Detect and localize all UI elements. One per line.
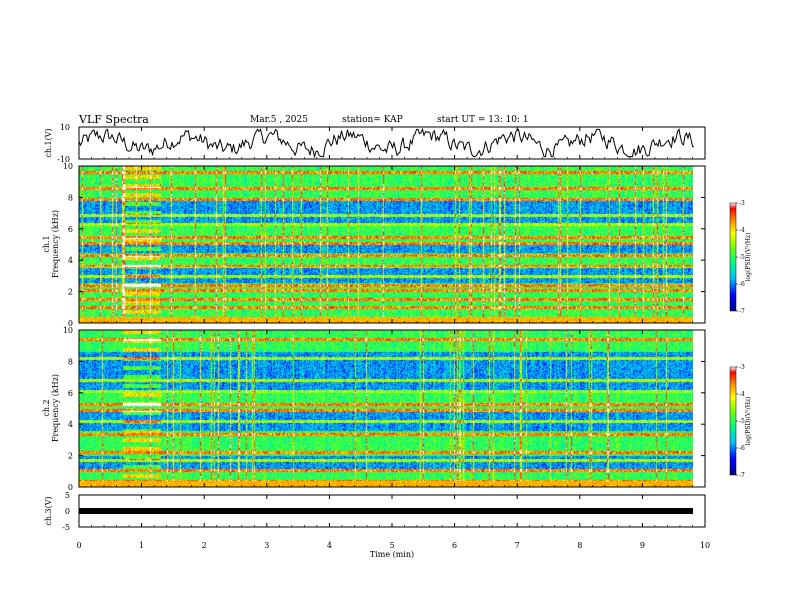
ch2-spec-ytick-8: 8 — [68, 357, 73, 366]
ch2-spec-ytick-0: 0 — [68, 483, 73, 492]
figure-title: VLF Spectra — [78, 113, 149, 126]
ch3-ytick-mid: 0 — [65, 507, 70, 516]
ch2-colorbar — [729, 366, 737, 476]
time-tick-8: 8 — [577, 541, 582, 550]
time-tick-4: 4 — [327, 541, 332, 550]
time-axis-label: Time (min) — [370, 550, 414, 559]
time-tick-1: 1 — [139, 541, 144, 550]
ch1-spec-ytick-8: 8 — [68, 193, 73, 202]
ch1-colorbar-label: log(PSD)(V²/Hz) — [745, 233, 752, 282]
ch1-spectrogram-ylabel-line2: Frequency (kHz) — [51, 210, 60, 278]
ch1-colorbar-tick--7: -7 — [739, 308, 745, 315]
ch1-spec-ytick-0: 0 — [68, 319, 73, 328]
ch1-colorbar — [729, 202, 737, 312]
ch2-colorbar-tick--6: -6 — [739, 445, 745, 452]
ch2-colorbar-label: log(PSD)(V²/Hz) — [745, 397, 752, 446]
ch1-spec-ytick-6: 6 — [68, 225, 73, 234]
ch3-waveform-ylabel: ch.3(V) — [44, 496, 53, 525]
ch1-waveform-ylabel: ch.1(V) — [44, 128, 53, 157]
time-tick-3: 3 — [264, 541, 269, 550]
ch2-spec-ytick-2: 2 — [68, 452, 73, 461]
time-tick-6: 6 — [452, 541, 457, 550]
ch1-spectrogram-ylabel-line1: ch.1 — [42, 235, 51, 252]
time-tick-10: 10 — [700, 541, 710, 550]
ch1-ytick-top: 10 — [60, 123, 70, 132]
ch3-waveform-line — [79, 508, 693, 514]
ch2-spec-ytick-6: 6 — [68, 389, 73, 398]
ch2-colorbar-tick--5: -5 — [739, 418, 745, 425]
ch1-colorbar-tick--6: -6 — [739, 281, 745, 288]
ch2-spectrogram-image — [79, 330, 693, 487]
ch1-colorbar-tick--5: -5 — [739, 254, 745, 261]
ch2-colorbar-tick--3: -3 — [739, 364, 745, 371]
time-tick-0: 0 — [76, 541, 81, 550]
ch2-colorbar-tick--7: -7 — [739, 472, 745, 479]
station-label: station= KAP — [342, 115, 403, 125]
ch2-spec-ytick-10: 10 — [63, 326, 73, 335]
ch1-waveform-line — [78, 127, 695, 159]
date-label: Mar.5 , 2025 — [250, 115, 308, 125]
ch1-waveform-panel: 10 -10 ch.1(V) — [44, 123, 706, 164]
ch1-spec-ytick-10: 10 — [63, 162, 73, 171]
ch2-spectrogram-ylabel-line1: ch.2 — [42, 399, 51, 416]
ch3-ytick-bottom: -5 — [62, 523, 70, 532]
time-tick-5: 5 — [389, 541, 394, 550]
time-tick-2: 2 — [202, 541, 207, 550]
ch1-spec-ytick-2: 2 — [68, 288, 73, 297]
ch3-waveform-panel: 5 0 -5 ch.3(V) — [44, 491, 706, 532]
time-axis: 0 1 2 3 4 5 6 7 8 9 10 — [76, 127, 710, 550]
ch1-waveform-frame — [78, 126, 706, 160]
ch1-spec-ytick-4: 4 — [68, 256, 73, 265]
time-tick-7: 7 — [515, 541, 520, 550]
ch2-spec-ytick-4: 4 — [68, 420, 73, 429]
time-tick-9: 9 — [640, 541, 645, 550]
ch1-ytick-bottom: -10 — [57, 155, 70, 164]
ch2-spectrogram-ylabel-line2: Frequency (kHz) — [51, 374, 60, 442]
ch2-colorbar-tick--4: -4 — [739, 391, 745, 398]
ch1-spectrogram-image — [79, 166, 693, 323]
ch1-colorbar-tick--3: -3 — [739, 200, 745, 207]
ch1-colorbar-tick--4: -4 — [739, 227, 745, 234]
ch3-ytick-top: 5 — [65, 491, 70, 500]
start-time-label: start UT = 13: 10: 1 — [437, 115, 529, 125]
